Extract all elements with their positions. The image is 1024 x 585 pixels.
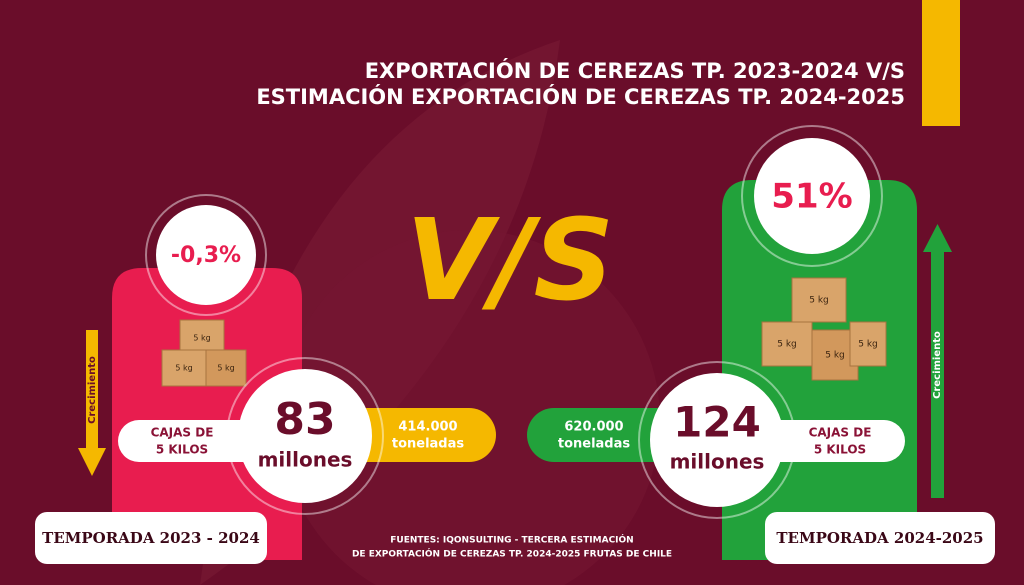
arrow-label: Crecimiento	[87, 356, 98, 424]
amount-unit: millones	[670, 450, 765, 474]
ring	[226, 357, 384, 515]
box-label: 5 kg	[825, 351, 845, 361]
ring	[145, 194, 267, 316]
tonnage-value: 414.000	[398, 420, 457, 435]
box-label: 5 kg	[217, 364, 234, 373]
tonnage-pill	[527, 408, 687, 462]
box-label: 5 kg	[193, 334, 210, 343]
season-label: TEMPORADA 2024-2025	[776, 529, 983, 547]
arrow-shaft	[931, 250, 944, 498]
arrow-label: Crecimiento	[932, 331, 943, 399]
unit-line: CAJAS DE	[809, 426, 872, 440]
ring	[638, 361, 796, 519]
versus: V/S	[406, 196, 614, 326]
unit-line: CAJAS DE	[151, 426, 214, 440]
amount-circle	[650, 373, 784, 507]
arrow-head	[923, 224, 952, 252]
unit-pill	[118, 420, 268, 462]
change-value: -0,3%	[171, 243, 241, 268]
amount-circle	[238, 369, 372, 503]
season-label: TEMPORADA 2023 - 2024	[42, 529, 260, 547]
title-line: EXPORTACIÓN DE CEREZAS TP. 2023-2024 V/S	[365, 58, 905, 83]
unit-pill	[755, 420, 905, 462]
tonnage-unit: toneladas	[392, 437, 465, 452]
season-card	[35, 512, 267, 564]
amount-unit: millones	[258, 448, 353, 472]
tonnage-unit: toneladas	[558, 437, 631, 452]
change-value: 51%	[771, 177, 852, 217]
box	[849, 321, 887, 367]
left-panel	[112, 268, 302, 560]
source-line: FUENTES: IQONSULTING - TERCERA ESTIMACIÓ…	[390, 534, 633, 546]
box-label: 5 kg	[858, 340, 878, 350]
box	[205, 349, 247, 387]
tonnage-pill	[340, 408, 496, 462]
ring	[741, 125, 883, 267]
unit-line: 5 KILOS	[814, 443, 866, 457]
boxes: 5 kg 5 kg 5 kg	[161, 319, 247, 387]
tonnage-value: 620.000	[564, 420, 623, 435]
accent-bar	[922, 0, 960, 126]
arrow-shaft	[86, 330, 98, 450]
change-circle	[156, 205, 256, 305]
unit-line: 5 KILOS	[156, 443, 208, 457]
box-label: 5 kg	[175, 364, 192, 373]
amount-value: 83	[274, 394, 335, 445]
box-label: 5 kg	[809, 296, 829, 306]
arrow-head	[78, 448, 106, 476]
decor-cherry	[280, 230, 660, 585]
boxes: 5 kg 5 kg 5 kg 5 kg	[761, 277, 887, 381]
title-line: ESTIMACIÓN EXPORTACIÓN DE CEREZAS TP. 20…	[256, 84, 905, 109]
box-label: 5 kg	[777, 340, 797, 350]
change-circle	[754, 138, 870, 254]
box	[791, 277, 847, 323]
source-line: DE EXPORTACIÓN DE CEREZAS TP. 2024-2025 …	[352, 548, 672, 560]
season-card	[765, 512, 995, 564]
amount-value: 124	[673, 398, 761, 447]
